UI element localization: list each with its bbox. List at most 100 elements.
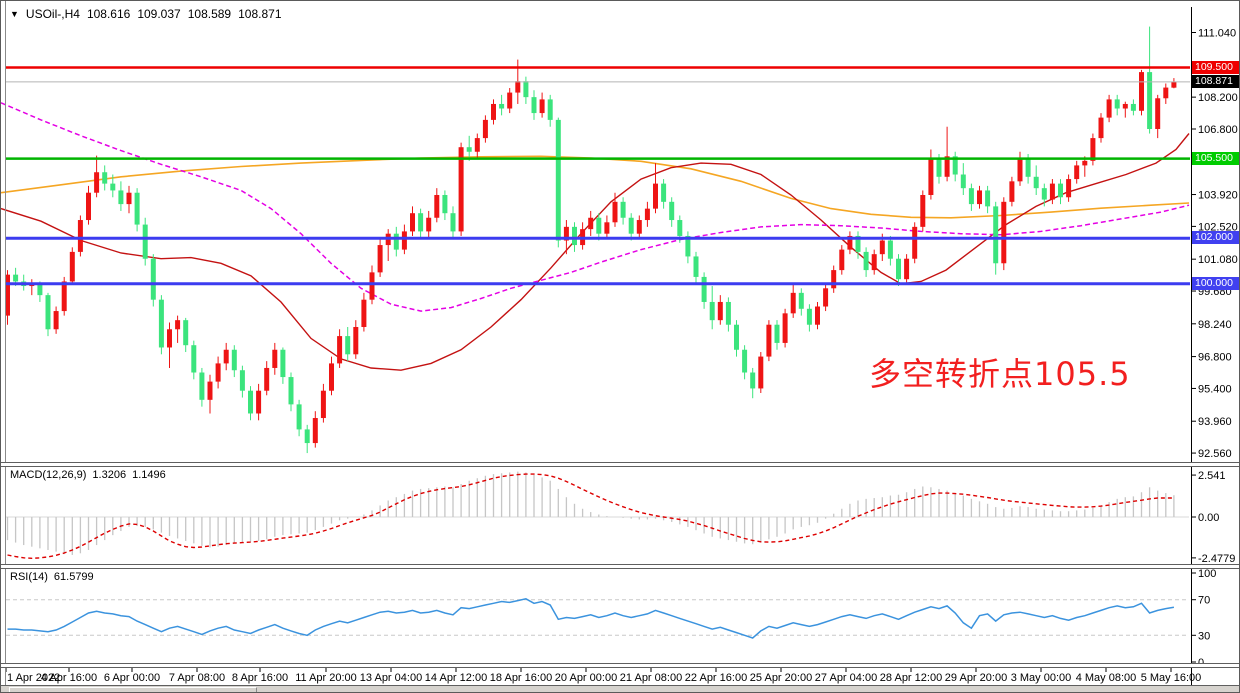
candles-layer[interactable] xyxy=(5,26,1177,454)
candle-body xyxy=(1098,117,1104,139)
candle-body xyxy=(507,92,513,109)
candle-body xyxy=(458,147,464,232)
scrollbar-thumb[interactable] xyxy=(9,687,257,692)
candle-body xyxy=(887,240,893,259)
date-label: 18 Apr 16:00 xyxy=(490,672,552,684)
rsi-name: RSI(14) xyxy=(10,571,48,583)
horizontal-scrollbar[interactable] xyxy=(1,686,1239,692)
price-axis[interactable]: 111.040 108.200 106.800 103.920 102.520 101.0… xyxy=(1191,7,1238,685)
macd-tick-label: 2.541 xyxy=(1198,470,1226,482)
date-label: 4 May 08:00 xyxy=(1076,672,1137,684)
candle-body xyxy=(434,194,440,218)
candle-body xyxy=(693,256,699,277)
candle-body xyxy=(798,292,804,309)
candle-body xyxy=(555,119,561,241)
candle-body xyxy=(45,295,51,330)
date-axis-bottom-border xyxy=(1,685,1239,686)
price-tick-label: 96.800 xyxy=(1198,352,1232,364)
candle-body xyxy=(985,190,991,207)
ohlc-low: 108.589 xyxy=(187,7,232,21)
candle-body xyxy=(936,158,942,177)
date-label: 20 Apr 00:00 xyxy=(555,672,617,684)
candle-body xyxy=(61,281,67,312)
panel-divider-rsi-dates xyxy=(1,663,1239,668)
price-tick-label: 103.920 xyxy=(1198,190,1238,202)
candle-body xyxy=(191,345,197,373)
candle-body xyxy=(782,313,788,343)
candle-body xyxy=(296,404,302,430)
candle-body xyxy=(766,324,772,357)
candle-body xyxy=(199,372,205,400)
candle-body xyxy=(1025,158,1031,177)
candle-body xyxy=(677,220,683,236)
candle-body xyxy=(758,356,764,389)
date-label: 8 Apr 16:00 xyxy=(232,672,288,684)
rsi-tick-label: 100 xyxy=(1198,568,1216,580)
candle-body xyxy=(491,103,496,120)
candle-body xyxy=(1049,183,1055,200)
candle-body xyxy=(1058,183,1063,198)
ohlc-high: 109.037 xyxy=(137,7,181,21)
candle-body xyxy=(231,349,237,371)
candle-body xyxy=(871,254,877,271)
candle-body xyxy=(968,188,974,205)
horizontal-levels[interactable] xyxy=(6,66,1190,286)
rsi-tick-label: 70 xyxy=(1198,595,1210,607)
date-label: 25 Apr 20:00 xyxy=(750,672,812,684)
candle-body xyxy=(863,251,869,271)
candle-body xyxy=(572,226,577,246)
date-label: 14 Apr 12:00 xyxy=(425,672,487,684)
candle-body xyxy=(167,329,172,348)
candle-body xyxy=(1147,72,1153,129)
rsi-line xyxy=(7,598,1175,639)
candle-body xyxy=(320,390,326,419)
price-tick-label: 108.200 xyxy=(1198,92,1238,104)
candle-body xyxy=(855,235,861,252)
rsi-current-value: 61.5799 xyxy=(53,571,94,583)
price-axis-badge: 108.871 xyxy=(1192,75,1239,88)
rsi-indicator-label: RSI(14) 61.5799 xyxy=(10,571,94,583)
candle-body xyxy=(1090,138,1096,161)
candle-body xyxy=(239,370,245,391)
date-label: 4 Apr 16:00 xyxy=(41,672,97,684)
candle-body xyxy=(264,367,270,391)
candle-body xyxy=(418,213,424,232)
candle-body xyxy=(920,194,926,227)
candle-body xyxy=(337,336,343,364)
rsi-tick-label: 30 xyxy=(1198,630,1210,642)
candle-body xyxy=(53,311,59,330)
price-tick-label: 106.800 xyxy=(1198,124,1238,136)
candle-body xyxy=(256,390,262,414)
candle-body xyxy=(1171,81,1177,88)
candle-body xyxy=(223,349,229,364)
macd-signal-dashed-line xyxy=(7,473,1174,560)
candle-body xyxy=(134,192,140,225)
candle-body xyxy=(69,251,75,282)
macd-panel[interactable] xyxy=(6,471,1175,560)
symbol-dropdown-icon[interactable]: ▼ xyxy=(10,9,19,19)
candle-body xyxy=(94,172,100,193)
candle-body xyxy=(102,172,108,184)
date-label: 13 Apr 04:00 xyxy=(360,672,422,684)
candle-body xyxy=(1130,103,1136,111)
candle-body xyxy=(831,270,837,289)
candle-body xyxy=(653,183,658,209)
candle-body xyxy=(37,283,43,296)
candle-body xyxy=(912,226,918,259)
candle-body xyxy=(126,192,132,205)
candle-body xyxy=(353,326,359,355)
rsi-panel[interactable] xyxy=(7,598,1175,639)
candle-body xyxy=(904,258,910,280)
candle-body xyxy=(661,183,667,202)
candle-body xyxy=(1066,179,1072,198)
panel-divider-main-macd[interactable] xyxy=(1,462,1239,467)
price-axis-badge: 100.000 xyxy=(1192,277,1239,290)
candle-body xyxy=(183,320,189,346)
price-tick-label: 101.080 xyxy=(1198,254,1238,266)
chart-title: ▼ USOil-,H4 108.616 109.037 108.589 108.… xyxy=(10,7,282,21)
candle-body xyxy=(1009,181,1015,202)
panel-divider-macd-rsi[interactable] xyxy=(1,564,1239,569)
